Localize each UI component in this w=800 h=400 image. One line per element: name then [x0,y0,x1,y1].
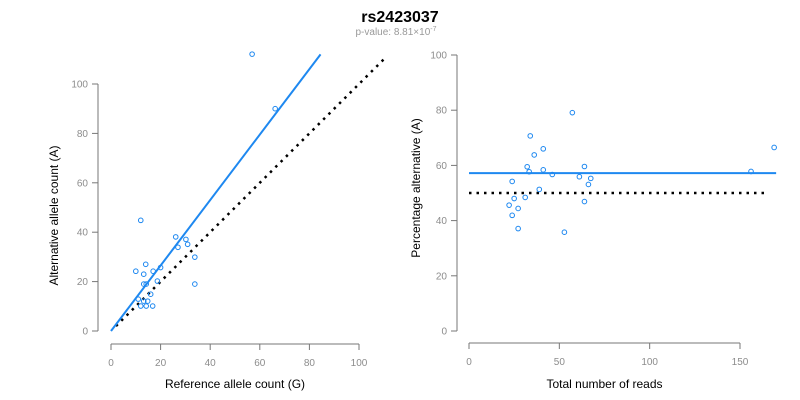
x-tick-label: 0 [108,358,114,369]
data-point [192,281,198,287]
data-point [509,212,515,219]
data-point [149,303,156,309]
data-point [540,167,547,173]
y-tick-label: 80 [436,106,448,117]
data-point [515,205,521,212]
data-point [272,105,278,112]
data-point [133,268,139,275]
x-tick-label: 100 [351,358,368,369]
data-point [192,254,198,260]
x-tick-label: 150 [732,357,749,368]
data-point [144,298,151,304]
data-point [140,298,147,304]
chart-title: rs2423037 [361,9,439,26]
data-point [142,261,149,268]
data-point [184,241,191,248]
data-point [522,194,528,201]
y-tick-label: 60 [77,178,89,189]
y-tick-label: 20 [436,271,448,282]
data-point [140,281,147,287]
data-point [175,244,181,251]
data-point [549,171,556,178]
data-point [540,146,547,152]
panel-1: 0 20 40 60 80 100 0 20 40 60 80 100 Reference allele… [47,51,385,391]
x-tick-label: 100 [641,357,658,368]
data-point [569,109,576,116]
x-tick-label: 60 [254,358,266,369]
x-tick-label: 80 [304,358,316,369]
data-point [135,296,142,302]
y-tick-label: 100 [71,80,88,91]
data-point [561,229,568,235]
x-tick-label: 40 [205,358,217,369]
data-point [137,217,144,224]
data-point [581,198,588,205]
data-point [154,278,161,284]
y-tick-label: 80 [77,129,89,140]
data-point [531,152,538,158]
data-point [536,186,543,193]
data-point [527,133,534,139]
y-tick-label: 0 [441,327,447,338]
data-point [511,195,517,202]
y-tick-label: 100 [430,51,447,62]
p-value: p-value: 8.81×10 [355,27,430,38]
reference-line [115,58,385,327]
x-axis-label: Total number of reads [546,377,662,391]
data-point [526,168,532,175]
y-tick-label: 60 [436,161,448,172]
y-axis-label: Percentage alternative (A) [409,118,423,257]
data-point [771,144,777,151]
data-point [140,271,147,277]
y-tick-label: 40 [77,228,89,239]
data-point [143,303,150,309]
y-tick-label: 40 [436,216,448,227]
panel-2: 0 20 40 60 80 100 0 50 100 150 Total number of rea… [409,51,777,391]
data-point [506,202,512,208]
data-point [524,163,530,170]
x-tick-label: 0 [466,357,472,368]
x-axis-label: Reference allele count (G) [165,377,305,391]
x-tick-label: 20 [155,358,167,369]
data-point [581,163,588,170]
data-point [249,51,255,57]
fit-line [110,53,322,332]
y-tick-label: 20 [77,277,89,288]
data-point [150,268,156,275]
data-point [576,173,583,180]
y-tick-label: 0 [82,327,88,338]
data-point [172,234,179,240]
data-point [157,264,164,271]
x-tick-label: 50 [554,357,566,368]
data-point [137,303,144,309]
data-point [748,168,754,175]
p-value-exponent: -7 [430,26,436,33]
data-point [509,178,515,185]
y-axis-label: Alternative allele count (A) [47,145,61,285]
data-point [515,225,521,232]
data-point [585,181,592,188]
chart-subtitle: p-value: 8.81×10-7 [355,26,436,38]
data-point [183,236,189,243]
data-point [587,175,594,182]
data-point [147,291,154,297]
data-point [143,281,150,287]
